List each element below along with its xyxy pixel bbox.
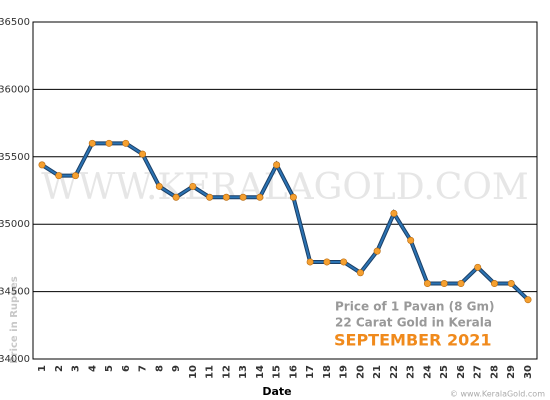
point bbox=[457, 280, 465, 288]
legend-line: 22 Carat Gold in Kerala bbox=[335, 316, 492, 330]
point bbox=[105, 139, 113, 147]
x-tick-label: 9 bbox=[171, 365, 182, 372]
x-tick-label: 11 bbox=[205, 365, 216, 379]
point bbox=[122, 139, 130, 147]
legend-title: SEPTEMBER 2021 bbox=[334, 331, 492, 350]
point bbox=[289, 193, 297, 201]
x-tick-label: 25 bbox=[439, 365, 450, 379]
x-tick-label: 8 bbox=[154, 365, 165, 372]
point bbox=[72, 172, 80, 180]
x-tick-label: 19 bbox=[339, 365, 350, 379]
legend-line: Price of 1 Pavan (8 Gm) bbox=[335, 300, 495, 314]
plot-frame bbox=[32, 21, 538, 360]
point bbox=[373, 247, 381, 255]
watermark: WWW.KERALAGOLD.COM bbox=[41, 167, 528, 208]
x-axis-label: Date bbox=[262, 385, 291, 398]
point bbox=[323, 258, 331, 266]
point bbox=[88, 139, 96, 147]
point bbox=[139, 150, 147, 158]
point bbox=[440, 280, 448, 288]
x-tick-label: 15 bbox=[272, 365, 283, 379]
x-tick-label: 13 bbox=[238, 365, 249, 379]
x-tick-label: 22 bbox=[389, 365, 400, 379]
point bbox=[206, 193, 214, 201]
point bbox=[239, 193, 247, 201]
x-tick-label: 2 bbox=[54, 365, 65, 372]
footer: © www.KeralaGold.com bbox=[450, 390, 545, 399]
x-tick-label: 7 bbox=[138, 365, 149, 372]
point bbox=[356, 269, 364, 277]
point bbox=[390, 209, 398, 217]
point bbox=[340, 258, 348, 266]
x-tick-label: 18 bbox=[322, 365, 333, 379]
point bbox=[490, 280, 498, 288]
y-tick-label: 35000 bbox=[0, 219, 30, 230]
point bbox=[407, 236, 415, 244]
point bbox=[222, 193, 230, 201]
point bbox=[474, 263, 482, 271]
x-tick-label: 24 bbox=[422, 365, 433, 379]
y-tick-label: 35500 bbox=[0, 152, 30, 163]
x-tick-label: 23 bbox=[406, 365, 417, 379]
y-tick-label: 34500 bbox=[0, 287, 30, 298]
x-tick-label: 5 bbox=[104, 365, 115, 372]
x-tick-label: 30 bbox=[523, 365, 534, 379]
x-tick-label: 6 bbox=[121, 365, 132, 372]
x-tick-label: 27 bbox=[473, 365, 484, 379]
x-tick-label: 10 bbox=[188, 365, 199, 379]
point bbox=[306, 258, 314, 266]
x-tick-label: 1 bbox=[37, 365, 48, 372]
point bbox=[423, 280, 431, 288]
point bbox=[172, 193, 180, 201]
point bbox=[189, 182, 197, 190]
point bbox=[507, 280, 515, 288]
x-tick-label: 4 bbox=[87, 365, 98, 372]
x-tick-label: 20 bbox=[355, 365, 366, 379]
point bbox=[273, 161, 281, 169]
point bbox=[55, 172, 63, 180]
y-axis-label: Price in Rupees bbox=[9, 276, 20, 363]
point bbox=[256, 193, 264, 201]
x-tick-label: 3 bbox=[71, 365, 82, 372]
x-tick-label: 28 bbox=[489, 365, 500, 379]
x-tick-label: 12 bbox=[221, 365, 232, 379]
x-tick-label: 26 bbox=[456, 365, 467, 379]
x-tick-label: 29 bbox=[506, 365, 517, 379]
y-tick-label: 36000 bbox=[0, 84, 30, 95]
point bbox=[38, 161, 46, 169]
y-tick-label: 36500 bbox=[0, 17, 30, 28]
x-tick-label: 17 bbox=[305, 365, 316, 379]
point bbox=[155, 182, 163, 190]
y-tick-label: 34000 bbox=[0, 354, 30, 365]
x-tick-label: 14 bbox=[255, 365, 266, 379]
x-tick-label: 16 bbox=[288, 365, 299, 379]
point bbox=[524, 296, 532, 304]
x-tick-label: 21 bbox=[372, 365, 383, 379]
